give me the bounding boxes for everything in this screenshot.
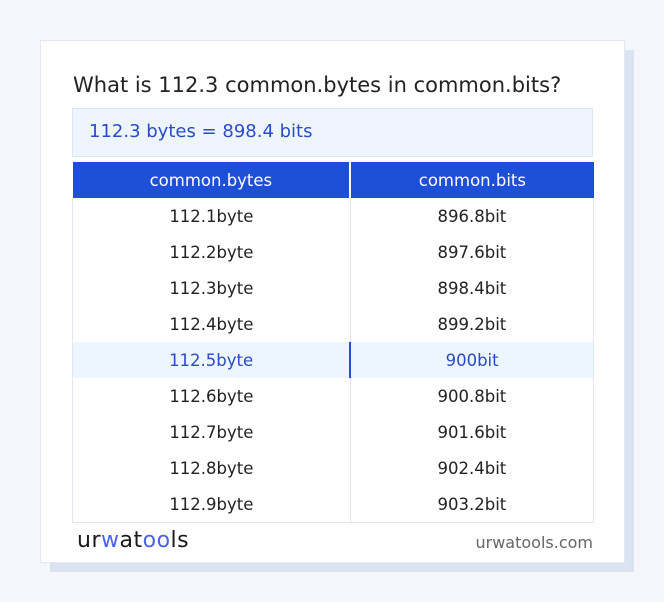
table-row: 112.8byte 902.4bit: [72, 450, 595, 486]
column-header: common.bits: [349, 162, 594, 198]
table-cell: 112.5byte: [72, 342, 351, 378]
table-row: 112.1byte 896.8bit: [72, 198, 595, 234]
table-cell: 112.4byte: [72, 306, 351, 342]
table-cell: 903.2bit: [349, 486, 595, 523]
table-cell: 896.8bit: [349, 198, 595, 234]
table-cell: 901.6bit: [349, 414, 595, 450]
result-box: 112.3 bytes = 898.4 bits: [72, 108, 593, 157]
table-cell: 899.2bit: [349, 306, 595, 342]
table-cell: 112.2byte: [72, 234, 351, 270]
table-cell: 112.3byte: [72, 270, 351, 306]
table-cell: 897.6bit: [349, 234, 595, 270]
result-text: 112.3 bytes = 898.4 bits: [89, 121, 313, 142]
table-cell: 898.4bit: [349, 270, 595, 306]
page-title: What is 112.3 common.bytes in common.bit…: [73, 73, 562, 97]
table-row: 112.2byte 897.6bit: [72, 234, 595, 270]
column-header: common.bytes: [72, 162, 351, 198]
urwatools-logo: urwatools: [77, 528, 190, 553]
table-cell: 900bit: [349, 342, 595, 378]
table-row: 112.4byte 899.2bit: [72, 306, 595, 342]
table-cell: 112.7byte: [72, 414, 351, 450]
table-cell: 112.1byte: [72, 198, 351, 234]
table-row: 112.6byte 900.8bit: [72, 378, 595, 414]
table-cell: 112.9byte: [72, 486, 351, 523]
conversion-table: common.bytes common.bits 112.1byte 896.8b…: [72, 162, 595, 523]
site-url: urwatools.com: [475, 533, 594, 552]
converter-card: What is 112.3 common.bytes in common.bit…: [40, 40, 625, 563]
table-row: 112.9byte 903.2bit: [72, 486, 595, 523]
table-cell: 112.6byte: [72, 378, 351, 414]
table-row: 112.7byte 901.6bit: [72, 414, 595, 450]
table-cell: 902.4bit: [349, 450, 595, 486]
table-cell: 112.8byte: [72, 450, 351, 486]
table-cell: 900.8bit: [349, 378, 595, 414]
table-row: 112.5byte 900bit: [72, 342, 595, 378]
table-row: 112.3byte 898.4bit: [72, 270, 595, 306]
